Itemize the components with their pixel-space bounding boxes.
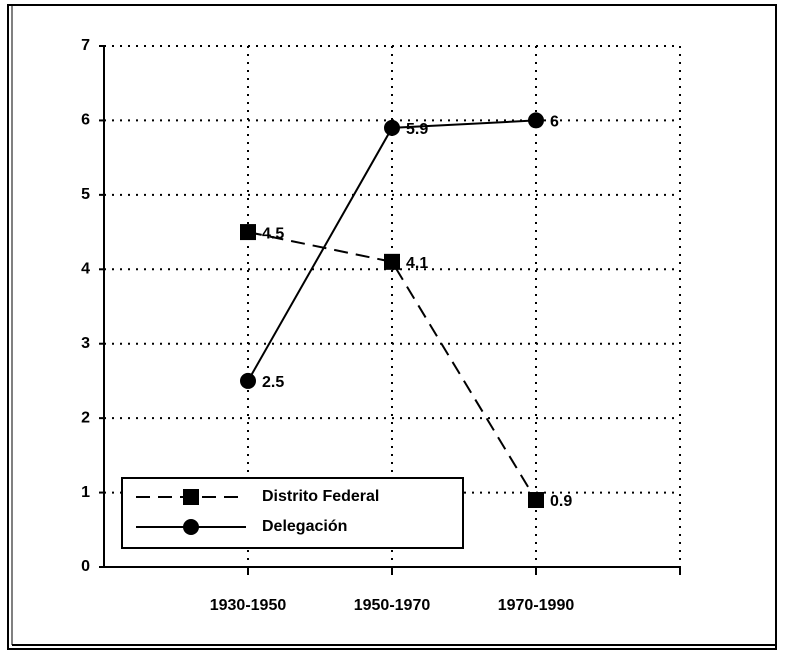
x-tick-label: 1970-1990	[498, 597, 575, 614]
y-tick-label: 1	[81, 484, 90, 501]
square-marker	[528, 492, 544, 509]
circle-marker	[240, 372, 256, 389]
data-label: 4.5	[262, 225, 284, 242]
legend-marker	[183, 519, 199, 535]
circle-marker	[528, 112, 544, 129]
series-line	[247, 231, 537, 501]
y-tick-label: 0	[81, 558, 90, 575]
data-label: 6	[550, 114, 559, 131]
square-marker	[384, 253, 400, 270]
legend-marker	[183, 489, 199, 505]
data-label: 4.1	[406, 255, 428, 272]
legend-box	[121, 477, 464, 549]
y-tick-label: 7	[81, 37, 90, 54]
y-tick-label: 6	[81, 112, 90, 129]
legend-label: Delegación	[262, 518, 347, 535]
data-label: 0.9	[550, 493, 572, 510]
data-label: 2.5	[262, 374, 284, 391]
y-tick-label: 2	[81, 409, 90, 426]
legend-label: Distrito Federal	[262, 488, 379, 505]
y-tick-label: 3	[81, 335, 90, 352]
x-tick-label: 1930-1950	[210, 597, 287, 614]
data-label: 5.9	[406, 121, 428, 138]
y-tick-label: 5	[81, 186, 90, 203]
x-tick-label: 1950-1970	[354, 597, 431, 614]
circle-marker	[384, 119, 400, 136]
square-marker	[240, 224, 256, 241]
frame	[7, 4, 777, 650]
y-tick-label: 4	[81, 261, 90, 278]
